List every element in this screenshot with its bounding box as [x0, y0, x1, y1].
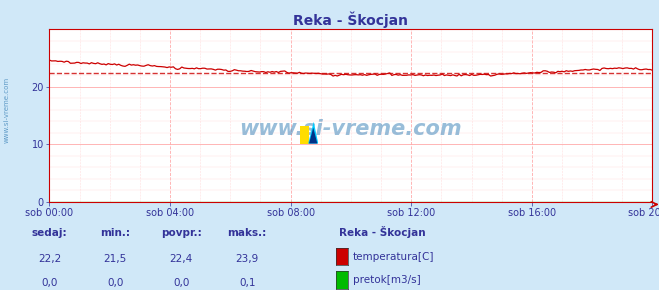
Text: 22,2: 22,2 [38, 254, 61, 264]
Title: Reka - Škocjan: Reka - Škocjan [293, 11, 409, 28]
Text: 0,0: 0,0 [107, 278, 123, 288]
Polygon shape [309, 128, 318, 144]
Text: Reka - Škocjan: Reka - Škocjan [339, 226, 426, 238]
Text: 21,5: 21,5 [103, 254, 127, 264]
Text: pretok[m3/s]: pretok[m3/s] [353, 276, 420, 285]
Text: 0,1: 0,1 [239, 278, 256, 288]
Bar [300, 126, 309, 144]
Text: www.si-vreme.com: www.si-vreme.com [240, 119, 462, 139]
Text: 22,4: 22,4 [169, 254, 193, 264]
Text: povpr.:: povpr.: [161, 228, 202, 238]
Text: temperatura[C]: temperatura[C] [353, 252, 434, 262]
Text: 23,9: 23,9 [235, 254, 259, 264]
Text: 0,0: 0,0 [42, 278, 57, 288]
Text: sedaj:: sedaj: [32, 228, 67, 238]
Text: www.si-vreme.com: www.si-vreme.com [3, 77, 10, 143]
Text: 0,0: 0,0 [173, 278, 189, 288]
Polygon shape [308, 122, 318, 144]
Text: maks.:: maks.: [227, 228, 267, 238]
Text: min.:: min.: [100, 228, 130, 238]
